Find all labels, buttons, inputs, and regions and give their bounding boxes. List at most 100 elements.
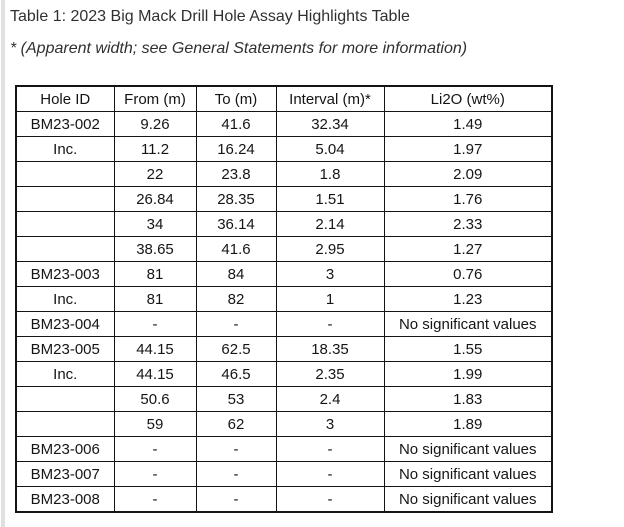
table-cell: 2.95	[275, 236, 385, 262]
table-cell: 36.14	[195, 211, 277, 237]
table-cell: BM23-007	[15, 461, 115, 487]
table-cell	[15, 186, 115, 212]
table-cell: 2.35	[275, 361, 385, 387]
table-cell: -	[195, 486, 277, 513]
table-cell: 3	[275, 261, 385, 287]
table-cell: BM23-006	[15, 436, 115, 462]
column-header: Li2O (wt%)	[383, 85, 553, 112]
table-cell: 1.97	[383, 136, 553, 162]
table-cell: Inc.	[15, 286, 115, 312]
table-cell: BM23-005	[15, 336, 115, 362]
table-cell	[15, 211, 115, 237]
table-body: BM23-002 9.26 41.6 32.34 1.49 Inc. 11.2 16.24 5.…	[15, 111, 553, 513]
table-cell: 3	[275, 411, 385, 437]
table-cell: 84	[195, 261, 277, 287]
table-cell: 44.15	[113, 336, 197, 362]
table-cell: 34	[113, 211, 197, 237]
table-cell: No significant values	[383, 486, 553, 513]
column-header: From (m)	[113, 85, 197, 112]
table-cell: 1.89	[383, 411, 553, 437]
table-cell: 1.49	[383, 111, 553, 137]
table-cell	[15, 386, 115, 412]
table-cell: No significant values	[383, 461, 553, 487]
table-cell: 2.4	[275, 386, 385, 412]
table-cell: 59	[113, 411, 197, 437]
table-cell: -	[113, 436, 197, 462]
table-cell: 41.6	[195, 111, 277, 137]
table-cell: -	[113, 311, 197, 337]
table-row: BM23-008- - - No significant values	[15, 486, 553, 513]
table-row: BM23-007- - - No significant values	[15, 461, 553, 487]
table-row: Inc. 11.2 16.24 5.04 1.97	[15, 136, 553, 162]
table-cell: 9.26	[113, 111, 197, 137]
table-row: 50.6 53 2.4 1.83	[15, 386, 553, 412]
table-cell: 5.04	[275, 136, 385, 162]
table-cell: 1.51	[275, 186, 385, 212]
table-cell: 81	[113, 286, 197, 312]
table-cell: 44.15	[113, 361, 197, 387]
table-cell: 0.76	[383, 261, 553, 287]
table-cell: 81	[113, 261, 197, 287]
table-cell: -	[113, 461, 197, 487]
table-row: BM23-006- - - No significant values	[15, 436, 553, 462]
assay-highlights-table: Hole ID From (m) To (m) Interval (m)* Li2O (…	[15, 85, 553, 513]
table-cell: -	[275, 436, 385, 462]
table-cell: 11.2	[113, 136, 197, 162]
table-cell: 1.8	[275, 161, 385, 187]
table-cell: BM23-003	[15, 261, 115, 287]
table-cell: -	[195, 311, 277, 337]
table-footnote: * (Apparent width; see General Statement…	[10, 40, 468, 57]
table-cell: 1.99	[383, 361, 553, 387]
table-cell: 2.09	[383, 161, 553, 187]
table-cell: BM23-004	[15, 311, 115, 337]
table-cell: No significant values	[383, 436, 553, 462]
column-header: To (m)	[195, 85, 277, 112]
table-cell: 1.27	[383, 236, 553, 262]
table-cell: 46.5	[195, 361, 277, 387]
column-header: Hole ID	[15, 85, 115, 112]
table-cell	[15, 161, 115, 187]
table-cell: -	[113, 486, 197, 513]
table-cell: 1.23	[383, 286, 553, 312]
table-cell: -	[275, 311, 385, 337]
table-cell: -	[275, 486, 385, 513]
table-cell: 22	[113, 161, 197, 187]
column-header: Interval (m)*	[275, 85, 385, 112]
table-row: BM23-004- - - No significant values	[15, 311, 553, 337]
table-row: BM23-005 44.15 62.5 18.35 1.55	[15, 336, 553, 362]
table-cell: No significant values	[383, 311, 553, 337]
table-row: 22 23.8 1.8 2.09	[15, 161, 553, 187]
table-cell: -	[275, 461, 385, 487]
table-cell: 50.6	[113, 386, 197, 412]
table-cell	[15, 236, 115, 262]
table-cell: 38.65	[113, 236, 197, 262]
table-cell: 1	[275, 286, 385, 312]
table-cell: 62.5	[195, 336, 277, 362]
table-cell: -	[195, 436, 277, 462]
table-cell: 82	[195, 286, 277, 312]
table-cell: BM23-002	[15, 111, 115, 137]
table-row: 59 62 3 1.89	[15, 411, 553, 437]
table-row: BM23-003 81 84 3 0.76	[15, 261, 553, 287]
table-caption: Table 1: 2023 Big Mack Drill Hole Assay …	[10, 8, 410, 25]
table-cell: BM23-008	[15, 486, 115, 513]
table-row: Inc. 44.15 46.5 2.35 1.99	[15, 361, 553, 387]
table-cell: 28.35	[195, 186, 277, 212]
table-cell: 1.76	[383, 186, 553, 212]
table-header-row: Hole ID From (m) To (m) Interval (m)* Li2O (…	[15, 85, 553, 112]
table-cell: 26.84	[113, 186, 197, 212]
table-cell: 53	[195, 386, 277, 412]
table-cell: 18.35	[275, 336, 385, 362]
table-cell: 1.55	[383, 336, 553, 362]
table-cell: 62	[195, 411, 277, 437]
table-cell: 2.33	[383, 211, 553, 237]
page-left-border	[1, 0, 5, 527]
table-cell: 1.83	[383, 386, 553, 412]
table-cell: Inc.	[15, 136, 115, 162]
table-cell	[15, 411, 115, 437]
table-row: 34 36.14 2.14 2.33	[15, 211, 553, 237]
table-cell: -	[195, 461, 277, 487]
table-cell: 2.14	[275, 211, 385, 237]
table-cell: 32.34	[275, 111, 385, 137]
